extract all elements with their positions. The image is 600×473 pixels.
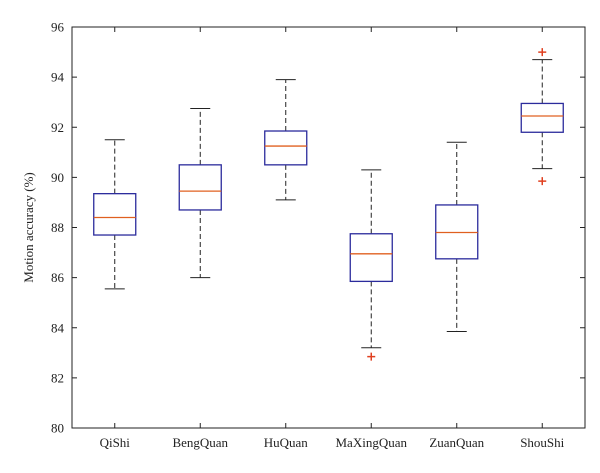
y-tick-label: 88 xyxy=(51,220,64,235)
x-tick-label: BengQuan xyxy=(172,435,228,450)
iqr-box xyxy=(349,233,393,283)
y-tick-label: 80 xyxy=(51,421,64,436)
plot-area-frame xyxy=(71,26,586,429)
box-maxingquan xyxy=(349,169,393,361)
x-tick-label: MaXingQuan xyxy=(336,435,408,450)
y-tick-label: 96 xyxy=(51,20,65,35)
y-tick-label: 92 xyxy=(51,120,64,135)
x-tick-label: QiShi xyxy=(100,435,131,450)
outlier-marker xyxy=(538,177,547,186)
x-tick-label: ShouShi xyxy=(520,435,564,450)
y-tick-label: 86 xyxy=(51,270,65,285)
box-qishi xyxy=(93,139,137,290)
x-tick-label: HuQuan xyxy=(264,435,309,450)
x-axis: QiShi BengQuan HuQuan MaXingQuan ZuanQuan Sho… xyxy=(100,27,565,450)
y-axis-label: Motion accuracy (%) xyxy=(21,172,36,282)
iqr-box xyxy=(178,164,222,211)
y-tick-label: 84 xyxy=(51,320,65,335)
x-tick-label: ZuanQuan xyxy=(429,435,484,450)
box-shoushi xyxy=(520,48,564,186)
y-tick-label: 94 xyxy=(51,70,65,85)
box-zuanquan xyxy=(435,141,479,333)
iqr-box xyxy=(520,102,564,133)
box-bengquan xyxy=(178,107,222,279)
outlier-marker xyxy=(538,48,547,57)
box-series xyxy=(93,48,564,361)
outlier-marker xyxy=(367,352,376,361)
box-huquan xyxy=(264,79,308,201)
y-axis: 80 82 84 86 88 90 92 94 96 xyxy=(51,20,585,436)
y-tick-label: 90 xyxy=(51,170,64,185)
y-tick-label: 82 xyxy=(51,370,64,385)
iqr-box xyxy=(264,130,308,166)
iqr-box xyxy=(93,193,137,236)
